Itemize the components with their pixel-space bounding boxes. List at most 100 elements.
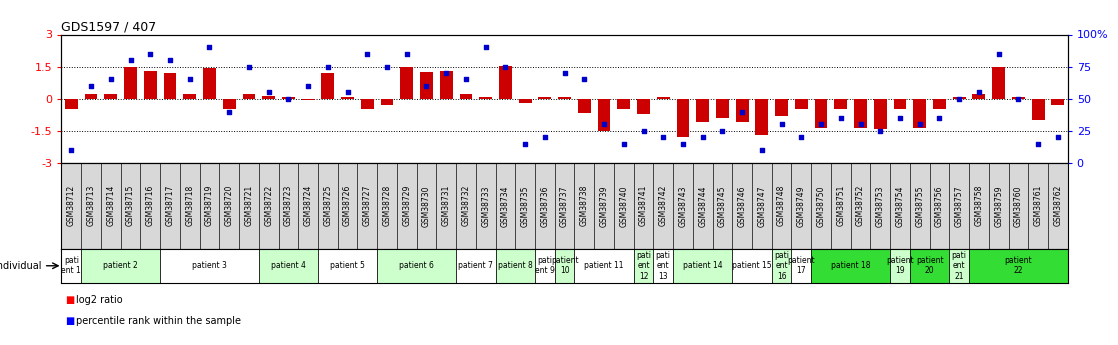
- Bar: [439, 71, 453, 99]
- Bar: [871, 163, 890, 249]
- Bar: [934, 99, 946, 109]
- Text: pati
ent
21: pati ent 21: [951, 251, 967, 281]
- Text: GSM38745: GSM38745: [718, 185, 727, 227]
- Point: [615, 141, 633, 147]
- Bar: [1008, 163, 1029, 249]
- Bar: [815, 99, 827, 128]
- Bar: [361, 99, 373, 109]
- Bar: [322, 73, 334, 99]
- Text: GSM38712: GSM38712: [67, 185, 76, 226]
- Text: GSM38730: GSM38730: [421, 185, 430, 227]
- Text: GSM38723: GSM38723: [284, 185, 293, 227]
- Text: patient
20: patient 20: [916, 256, 944, 275]
- Bar: [456, 163, 476, 249]
- Text: GSM38728: GSM38728: [382, 185, 391, 226]
- Text: GSM38732: GSM38732: [462, 185, 471, 227]
- Text: patient 4: patient 4: [271, 261, 306, 270]
- Text: patient 7: patient 7: [458, 261, 493, 270]
- Bar: [736, 99, 749, 122]
- Text: patient
17: patient 17: [787, 256, 815, 275]
- Point: [911, 122, 929, 127]
- Text: patient 2: patient 2: [103, 261, 138, 270]
- Bar: [874, 99, 887, 129]
- Point: [437, 70, 455, 76]
- Bar: [263, 96, 275, 99]
- Text: GDS1597 / 407: GDS1597 / 407: [61, 20, 157, 33]
- Text: GSM38744: GSM38744: [699, 185, 708, 227]
- Point: [713, 128, 731, 134]
- Bar: [771, 249, 792, 283]
- Text: ■: ■: [65, 295, 74, 305]
- Bar: [614, 163, 634, 249]
- Bar: [341, 97, 354, 99]
- Text: GSM38742: GSM38742: [659, 185, 667, 227]
- Point: [359, 51, 377, 57]
- Text: GSM38741: GSM38741: [639, 185, 648, 227]
- Point: [240, 64, 258, 69]
- Point: [694, 135, 712, 140]
- Bar: [657, 97, 670, 99]
- Point: [141, 51, 159, 57]
- Text: GSM38758: GSM38758: [975, 185, 984, 227]
- Bar: [495, 163, 515, 249]
- Bar: [515, 163, 536, 249]
- Bar: [969, 163, 988, 249]
- Bar: [594, 163, 614, 249]
- Text: GSM38748: GSM38748: [777, 185, 786, 227]
- Bar: [890, 163, 910, 249]
- Text: percentile rank within the sample: percentile rank within the sample: [76, 316, 241, 326]
- Bar: [653, 163, 673, 249]
- Point: [1010, 96, 1027, 101]
- Bar: [697, 99, 709, 122]
- Point: [82, 83, 100, 89]
- Point: [654, 135, 672, 140]
- Text: patient 6: patient 6: [399, 261, 434, 270]
- Bar: [160, 249, 258, 283]
- Point: [200, 45, 218, 50]
- Bar: [160, 163, 180, 249]
- Bar: [258, 249, 318, 283]
- Point: [871, 128, 889, 134]
- Text: patient
10: patient 10: [551, 256, 578, 275]
- Point: [635, 128, 653, 134]
- Bar: [65, 99, 78, 109]
- Point: [1030, 141, 1048, 147]
- Point: [181, 77, 199, 82]
- Point: [259, 90, 277, 95]
- Bar: [578, 99, 590, 113]
- Bar: [436, 163, 456, 249]
- Point: [674, 141, 692, 147]
- Text: GSM38714: GSM38714: [106, 185, 115, 227]
- Text: GSM38757: GSM38757: [955, 185, 964, 227]
- Bar: [775, 99, 788, 116]
- Bar: [993, 67, 1005, 99]
- Bar: [82, 249, 160, 283]
- Text: GSM38726: GSM38726: [343, 185, 352, 227]
- Bar: [637, 99, 650, 114]
- Bar: [1029, 163, 1048, 249]
- Text: GSM38727: GSM38727: [363, 185, 372, 227]
- Text: pati
ent 1: pati ent 1: [61, 256, 82, 275]
- Text: GSM38743: GSM38743: [679, 185, 688, 227]
- Bar: [910, 249, 949, 283]
- Bar: [200, 163, 219, 249]
- Bar: [949, 249, 969, 283]
- Bar: [456, 249, 495, 283]
- Bar: [163, 73, 177, 99]
- Bar: [377, 249, 456, 283]
- Text: GSM38715: GSM38715: [126, 185, 135, 227]
- Bar: [854, 99, 866, 128]
- Point: [556, 70, 574, 76]
- Bar: [575, 163, 594, 249]
- Bar: [756, 99, 768, 135]
- Text: pati
ent 9: pati ent 9: [534, 256, 555, 275]
- Bar: [792, 249, 812, 283]
- Bar: [634, 163, 653, 249]
- Bar: [771, 163, 792, 249]
- Text: patient 11: patient 11: [585, 261, 624, 270]
- Text: GSM38729: GSM38729: [402, 185, 411, 227]
- Point: [852, 122, 870, 127]
- Text: GSM38713: GSM38713: [86, 185, 95, 227]
- Text: pati
ent
13: pati ent 13: [656, 251, 671, 281]
- Text: GSM38755: GSM38755: [916, 185, 925, 227]
